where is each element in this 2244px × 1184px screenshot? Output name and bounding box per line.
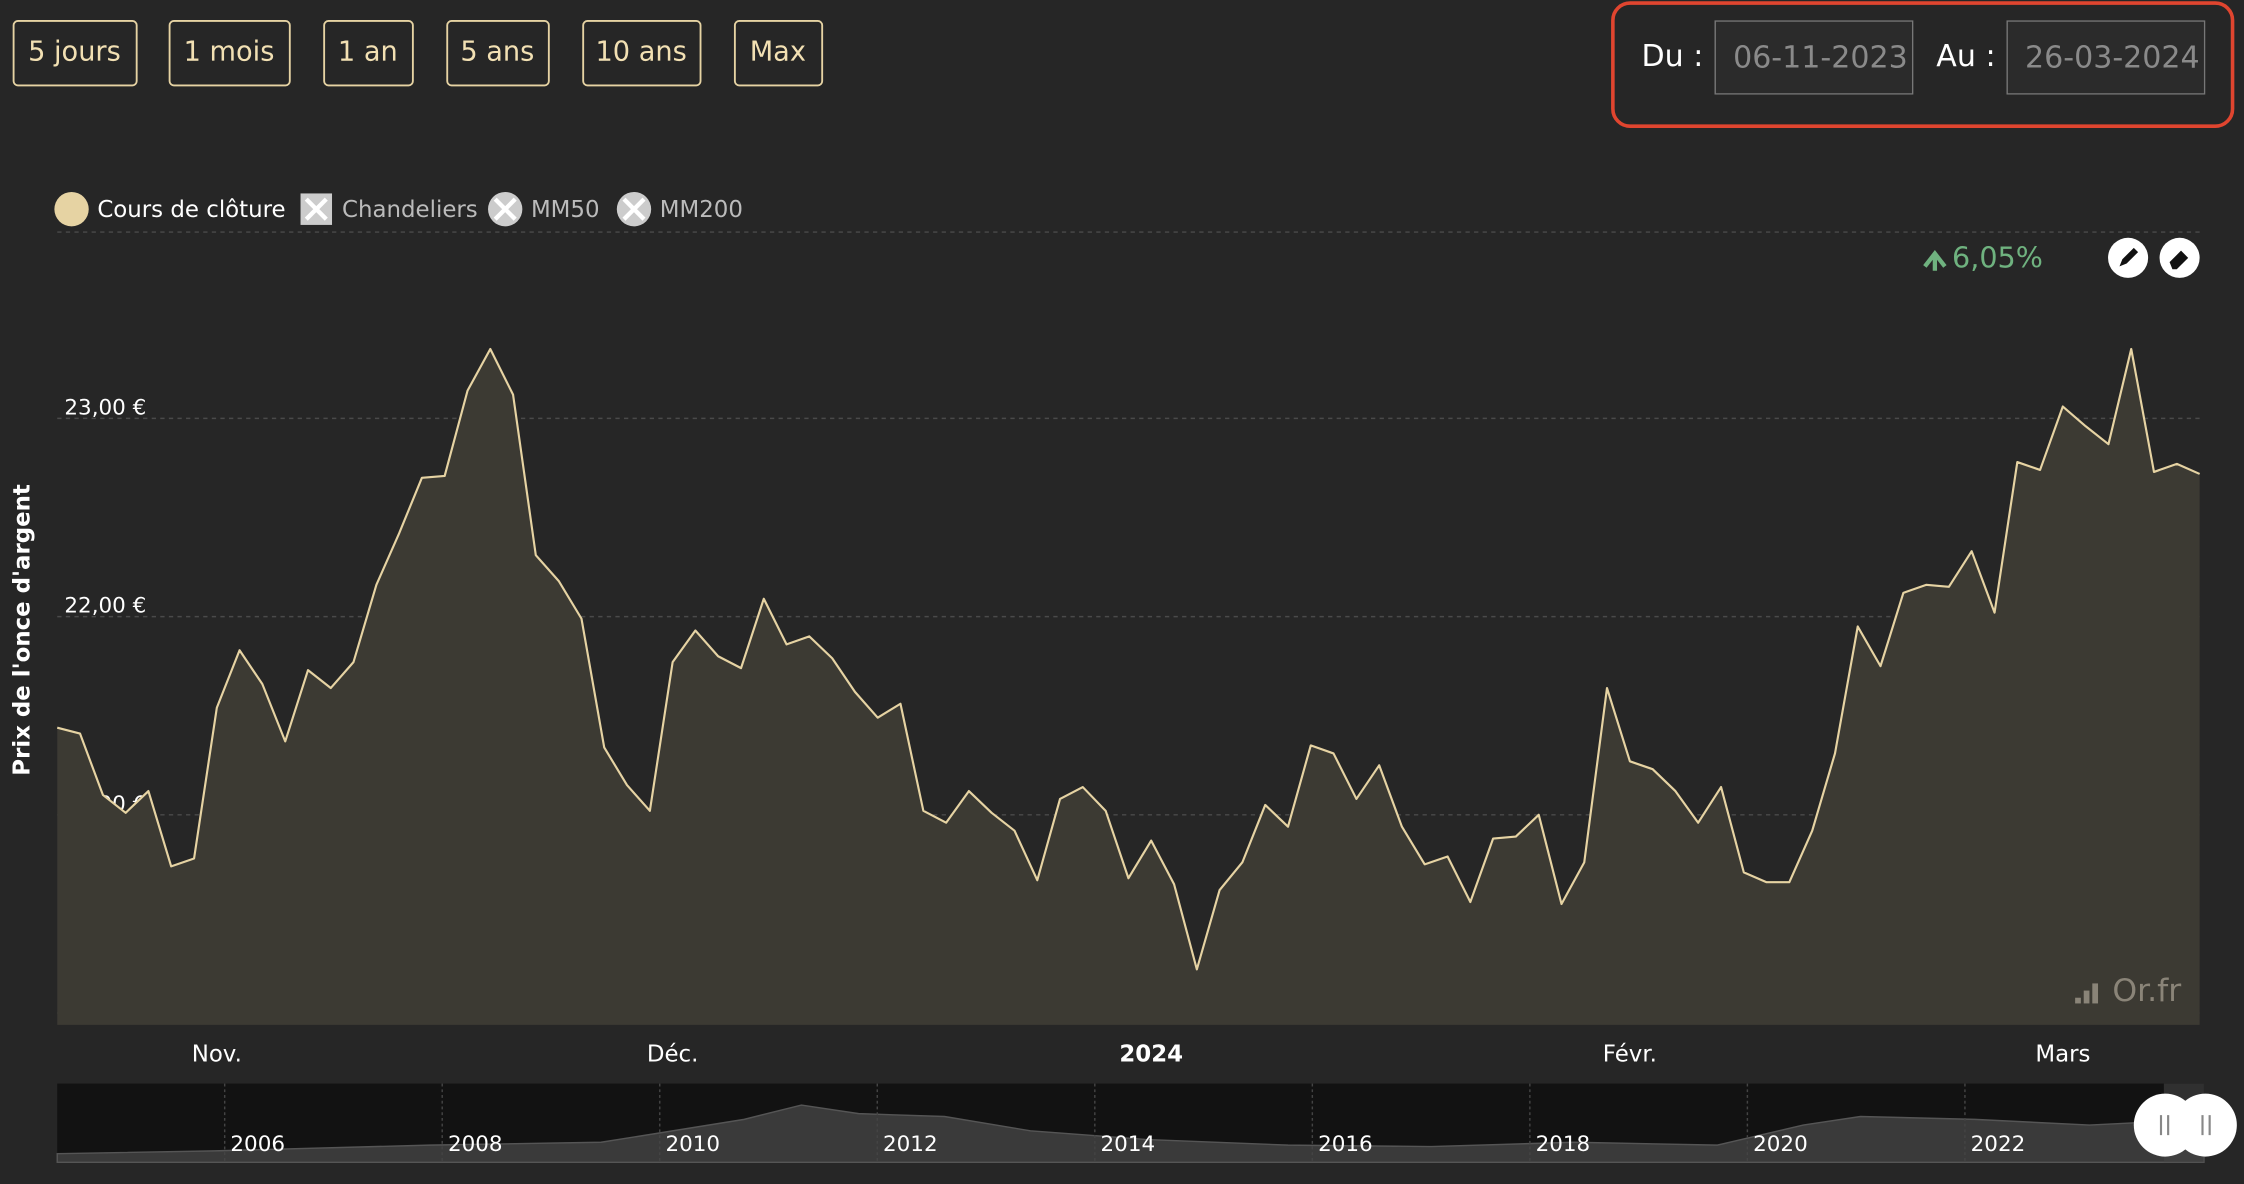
legend: Cours de clôture Chandeliers MM50 MM200 <box>54 192 743 227</box>
legend-label[interactable]: Chandeliers <box>342 197 478 223</box>
logo-block <box>2092 983 2099 1004</box>
x-tick-label: Mars <box>2035 1041 2090 1067</box>
x-tick-label: Févr. <box>1603 1041 1657 1067</box>
from-value: 06-11-2023 <box>1733 40 1908 75</box>
button-box <box>12 20 138 87</box>
navigator-label: 2022 <box>1971 1132 2026 1157</box>
up-arrow <box>1923 250 1947 271</box>
range-button[interactable]: 5 ans <box>446 20 550 87</box>
y-axis-title: Prix de l'once d'argent <box>9 484 35 776</box>
navigator-axis: 2006 2008 2010 2012 2014 2016 2018 2020 2022 <box>223 1083 2026 1163</box>
to-input[interactable]: 26-03-2024 <box>2006 20 2206 95</box>
from-input[interactable]: 06-11-2023 <box>1714 20 1914 95</box>
y-tick-label: 22,00 € <box>64 594 146 619</box>
navigator-label: 2006 <box>230 1132 285 1157</box>
logo-block <box>2083 990 2090 1004</box>
legend-cross <box>493 197 517 221</box>
navigator-handle[interactable] <box>2173 1093 2237 1157</box>
price-line <box>56 347 2201 971</box>
range-button[interactable]: 1 mois <box>168 20 291 87</box>
button-label: 1 an <box>338 37 398 68</box>
button-box <box>323 20 414 87</box>
button-box <box>168 20 291 87</box>
handle-grips <box>2159 1115 2211 1136</box>
button-box <box>582 20 702 87</box>
button-label: 5 jours <box>28 37 121 68</box>
button-label: Max <box>750 37 806 68</box>
highlight-box <box>1611 1 2235 128</box>
legend-cross <box>622 197 646 221</box>
navigator-label: 2008 <box>448 1132 503 1157</box>
button-box <box>446 20 550 87</box>
range-button[interactable]: 10 ans <box>582 20 702 87</box>
range-button[interactable]: 5 jours <box>12 20 138 87</box>
navigator-label: 2010 <box>665 1132 720 1157</box>
logo-icon <box>2075 983 2099 1004</box>
pencil-icon <box>2119 247 2139 267</box>
range-buttons: 5 jours 1 mois 1 an 5 ans 10 ans Max <box>12 20 824 87</box>
area-fill <box>57 348 2200 1025</box>
button-label: 1 mois <box>184 37 275 68</box>
from-label: Du : <box>1641 39 1703 74</box>
navigator-label: 2014 <box>1101 1132 1156 1157</box>
range-button[interactable]: Max <box>733 20 824 87</box>
y-tick-label: 23,00 € <box>64 395 146 420</box>
legend-label[interactable]: MM200 <box>660 197 743 223</box>
x-tick-label: 2024 <box>1119 1041 1183 1067</box>
navigator-label: 2012 <box>883 1132 938 1157</box>
input-box <box>1714 20 1914 95</box>
navigator-label: 2018 <box>1536 1132 1591 1157</box>
legend-label[interactable]: Cours de clôture <box>97 197 285 223</box>
watermark: Or.fr <box>2112 973 2181 1009</box>
to-label: Au : <box>1936 39 1995 74</box>
input-box <box>2006 20 2206 95</box>
legend-label[interactable]: MM50 <box>531 197 600 223</box>
logo-block <box>2075 997 2081 1004</box>
eraser-icon <box>2169 250 2189 270</box>
to-value: 26-03-2024 <box>2025 40 2200 75</box>
button-box <box>733 20 824 87</box>
legend-marker <box>54 192 89 227</box>
legend-cross <box>304 197 328 221</box>
navigator-label: 2020 <box>1753 1132 1808 1157</box>
x-tick-label: Nov. <box>192 1041 242 1067</box>
plot: 20,00 €21,00 €22,00 €23,00 €Nov.Déc.2024… <box>56 231 2201 1067</box>
x-tick-label: Déc. <box>647 1041 699 1067</box>
button-label: 10 ans <box>595 37 686 68</box>
range-button[interactable]: 1 an <box>323 20 414 87</box>
change-value: 6,05% <box>1952 240 2043 274</box>
button-label: 5 ans <box>460 37 534 68</box>
navigator-label: 2016 <box>1318 1132 1373 1157</box>
